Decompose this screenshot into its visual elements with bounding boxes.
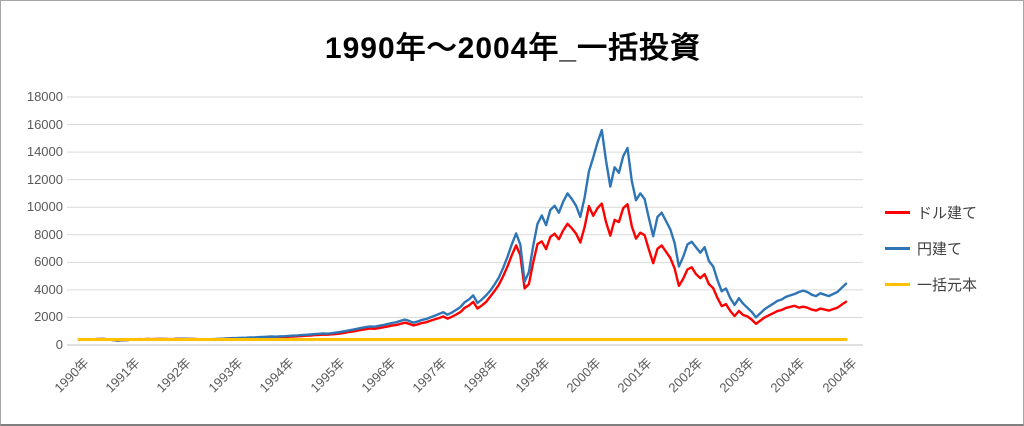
legend-swatch-dollar bbox=[885, 211, 910, 214]
y-axis-label: 14000 bbox=[26, 144, 63, 160]
y-axis-label: 0 bbox=[55, 337, 63, 352]
legend-item-dollar: ドル建て bbox=[885, 202, 977, 223]
legend-item-yen: 円建て bbox=[885, 238, 977, 259]
y-axis-label: 6000 bbox=[34, 254, 63, 270]
legend-swatch-yen bbox=[885, 247, 910, 250]
y-axis-label: 2000 bbox=[34, 309, 63, 325]
y-axis-label: 10000 bbox=[26, 199, 63, 215]
series-line-dollar bbox=[77, 202, 848, 342]
y-axis-label: 18000 bbox=[26, 89, 63, 104]
legend-item-principal: 一括元本 bbox=[885, 274, 977, 295]
legend: ドル建て円建て一括元本 bbox=[885, 202, 977, 295]
y-axis-label: 12000 bbox=[26, 171, 63, 187]
y-axis-label: 8000 bbox=[34, 226, 63, 242]
legend-label: ドル建て bbox=[917, 205, 978, 222]
legend-label: 一括元本 bbox=[917, 277, 978, 294]
y-axis-label: 4000 bbox=[34, 281, 63, 297]
legend-label: 円建て bbox=[917, 241, 963, 258]
y-axis-label: 16000 bbox=[26, 116, 63, 132]
legend-swatch-principal bbox=[885, 283, 910, 286]
chart-title: 1990年～2004年_一括投資 bbox=[324, 32, 702, 65]
